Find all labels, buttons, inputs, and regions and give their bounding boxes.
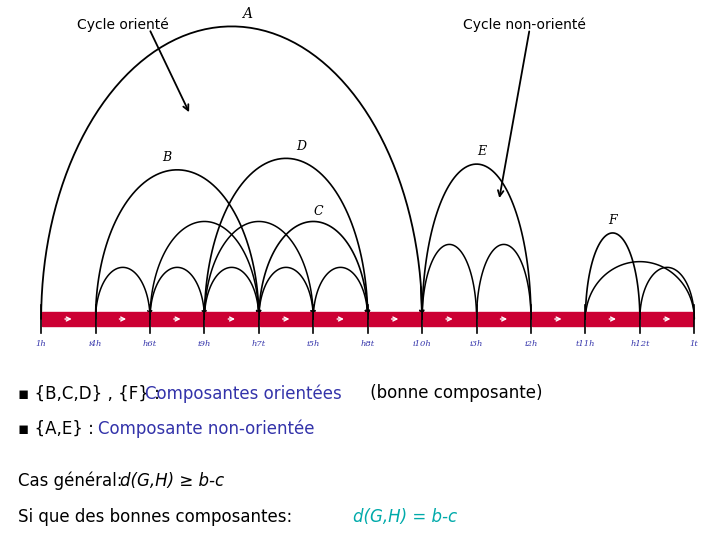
Bar xyxy=(532,312,585,327)
Text: 1h: 1h xyxy=(36,340,47,348)
Text: Cas général:: Cas général: xyxy=(18,471,127,490)
Text: d(G,H) = b-c: d(G,H) = b-c xyxy=(353,508,457,526)
Text: ▪ {B,C,D} , {F} :: ▪ {B,C,D} , {F} : xyxy=(18,384,165,402)
Bar xyxy=(369,312,421,327)
Text: 1t: 1t xyxy=(690,340,698,348)
Text: (bonne composante): (bonne composante) xyxy=(365,384,542,402)
Text: h12t: h12t xyxy=(630,340,649,348)
Text: i2h: i2h xyxy=(524,340,538,348)
Text: i9h: i9h xyxy=(198,340,211,348)
Text: i5h: i5h xyxy=(307,340,320,348)
Text: E: E xyxy=(477,145,486,158)
Text: D: D xyxy=(297,140,307,153)
Text: A: A xyxy=(242,6,252,21)
Bar xyxy=(477,312,530,327)
Bar xyxy=(423,312,475,327)
Text: i3h: i3h xyxy=(470,340,483,348)
Text: d(G,H) ≥ b-c: d(G,H) ≥ b-c xyxy=(120,471,224,490)
Text: C: C xyxy=(314,205,323,218)
Bar xyxy=(96,312,149,327)
Bar xyxy=(260,312,312,327)
Text: h7t: h7t xyxy=(252,340,266,348)
Text: i10h: i10h xyxy=(413,340,431,348)
Bar xyxy=(315,312,366,327)
Text: F: F xyxy=(608,214,617,227)
Text: Cycle orienté: Cycle orienté xyxy=(77,17,169,32)
Bar xyxy=(587,312,639,327)
Text: t11h: t11h xyxy=(576,340,595,348)
Text: Composantes orientées: Composantes orientées xyxy=(145,384,342,403)
Bar xyxy=(42,312,94,327)
Text: Composante non-orientée: Composante non-orientée xyxy=(98,420,315,438)
Text: h6t: h6t xyxy=(143,340,157,348)
Text: i4h: i4h xyxy=(89,340,102,348)
Text: B: B xyxy=(163,151,171,164)
Bar xyxy=(641,312,693,327)
Text: Si que des bonnes composantes:: Si que des bonnes composantes: xyxy=(18,508,297,526)
Bar xyxy=(205,312,258,327)
Bar xyxy=(151,312,203,327)
Text: ▪ {A,E} :: ▪ {A,E} : xyxy=(18,420,99,437)
Text: Cycle non-orienté: Cycle non-orienté xyxy=(463,17,586,32)
Text: h8t: h8t xyxy=(361,340,375,348)
